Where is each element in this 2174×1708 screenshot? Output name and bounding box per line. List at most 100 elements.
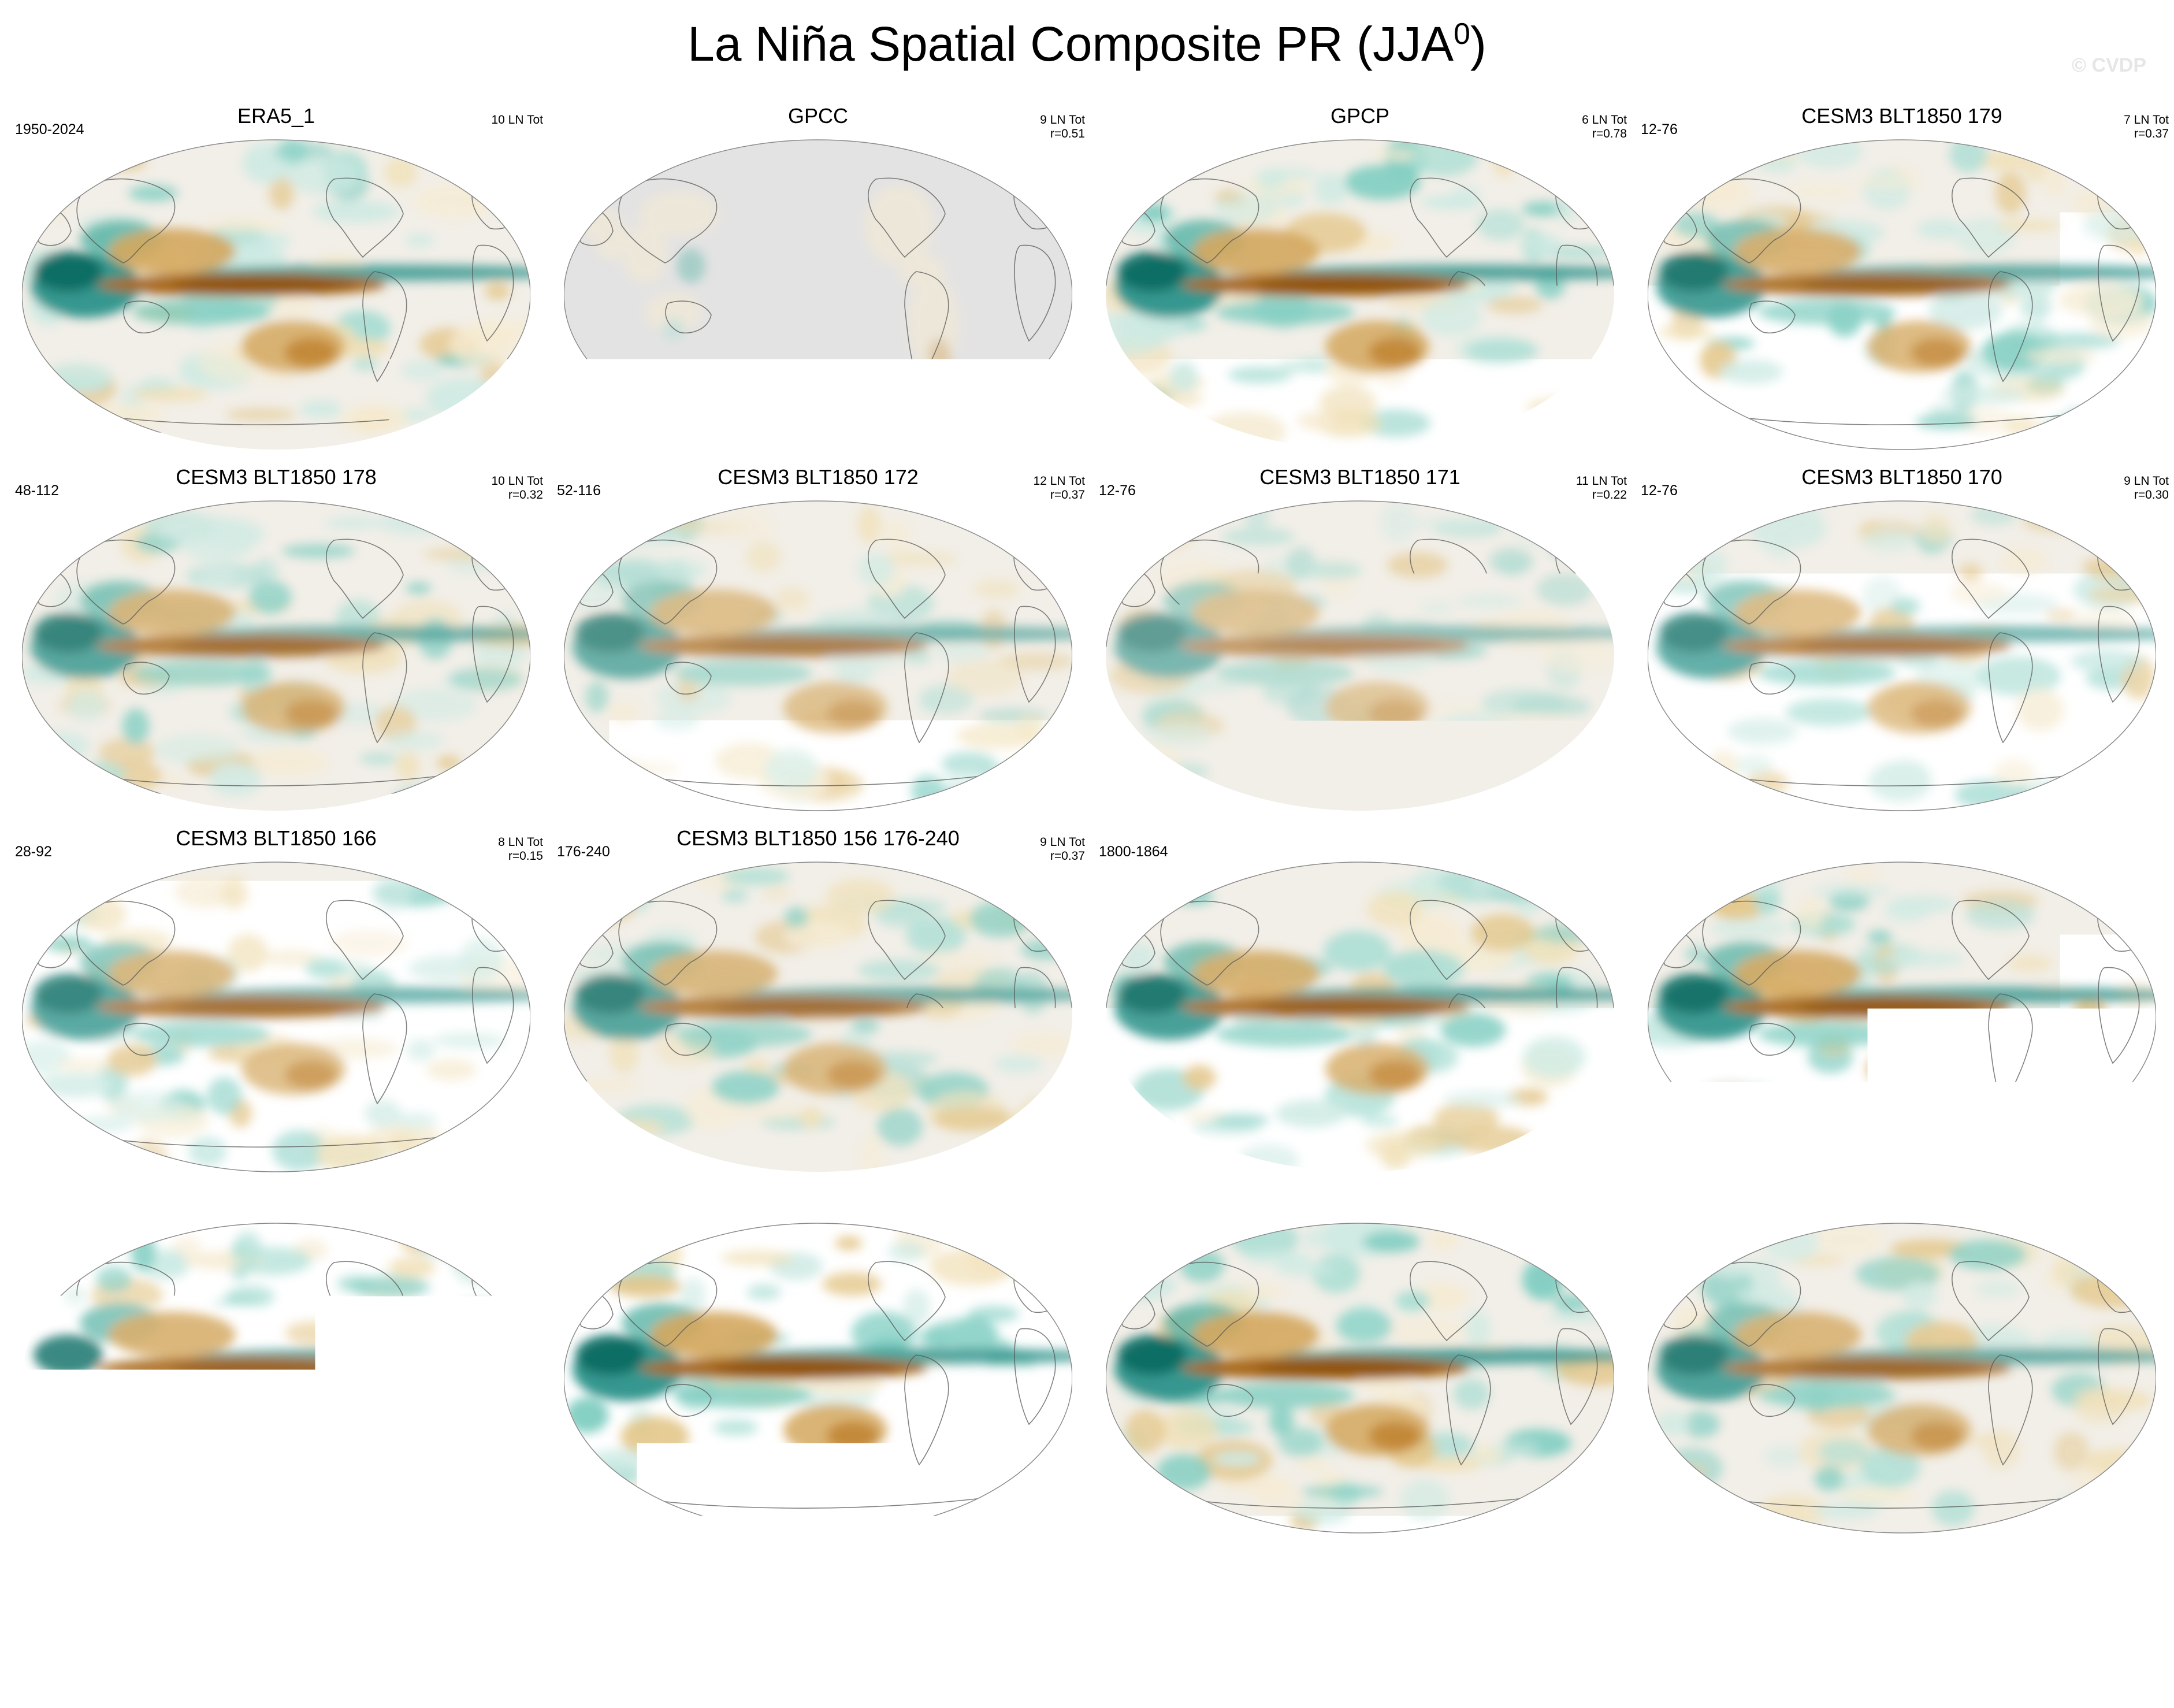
- panel-title: GPCC: [547, 104, 1090, 128]
- panel-period: 12-76: [1099, 482, 1136, 499]
- panel-stats: 9 LN Tot r=0.37: [1040, 836, 1085, 863]
- panel-period: 1500-1564: [557, 1205, 626, 1221]
- panel-stats: 11 LN Tot r=0.50: [2118, 1197, 2169, 1224]
- panel-title: CESM2 piControl D: [5, 1187, 548, 1212]
- map-panel: CESM2 piControl B 1300-1364 11 LN Tot r=0.5…: [1088, 1187, 1632, 1546]
- panel-event-count: 11 LN Tot: [2118, 1197, 2169, 1211]
- panel-title: CESM2 piControl A: [1630, 1187, 2173, 1212]
- panel-title: CESM3 BLT1850 178: [5, 465, 548, 489]
- panel-title: CESM3 BLT1850 156 176-240: [547, 826, 1090, 851]
- panel-stats: 9 LN Tot r=0.51: [498, 1197, 543, 1224]
- panel-event-count: 8 LN Tot: [2124, 836, 2169, 849]
- map-panel: CESM3 BLT1850 156 176-240 176-240 9 LN Tot…: [547, 826, 1090, 1185]
- panel-title: CESM2 piControl B: [1088, 1187, 1632, 1212]
- robinson-map: [1648, 139, 2156, 451]
- colorbar-swatch: [1647, 1576, 1716, 1609]
- panel-event-count: 12 LN Tot: [1033, 474, 1085, 488]
- panel-period: 12-76: [1641, 121, 1678, 138]
- map-background: [564, 140, 1072, 450]
- colorbar-tick-label: -2: [645, 1610, 691, 1648]
- panel-event-count: 6 LN Tot: [1582, 113, 1627, 127]
- panel-event-count: 11 LN Tot: [1034, 1197, 1085, 1211]
- panel-event-count: 11 LN Tot: [1576, 474, 1627, 488]
- panel-title: CESM3 BLT1850 170: [1630, 465, 2173, 489]
- panel-period: 48-112: [15, 482, 59, 499]
- colorbar: [388, 1576, 1786, 1611]
- panel-stats: 13 LN Tot r=0.56: [1575, 836, 1627, 863]
- panel-stats: 6 LN Tot r=0.78: [1582, 113, 1627, 141]
- colorbar-swatch: [1157, 1576, 1227, 1609]
- colorbar-tick-label: -5: [435, 1610, 481, 1648]
- colorbar-swatch: [528, 1576, 598, 1609]
- panel-period: 1950-2024: [15, 121, 84, 138]
- map-panel: CESM2 piControl E 1700-1764 8 LN Tot r=0.56: [1630, 826, 2173, 1185]
- robinson-map: [1648, 861, 2156, 1173]
- colorbar-swatch: [1017, 1576, 1087, 1609]
- colorbar-tick-label: -.25: [924, 1610, 971, 1648]
- panel-stats: 11 LN Tot r=0.55: [1034, 1197, 1085, 1224]
- panel-event-count: 9 LN Tot: [498, 1197, 543, 1211]
- colorbar-tick-label: 2: [1484, 1610, 1530, 1648]
- panel-title: CESM3 BLT1850 166: [5, 826, 548, 851]
- robinson-map: [22, 500, 530, 812]
- robinson-map: [564, 500, 1072, 812]
- map-panel: CESM3 BLT1850 179 12-76 7 LN Tot r=0.37: [1630, 104, 2173, 462]
- panel-stats: 7 LN Tot r=0.37: [2124, 113, 2169, 141]
- colorbar-tick-label: .5: [1274, 1610, 1320, 1648]
- colorbar-swatch: [1507, 1576, 1577, 1609]
- map-panel: CESM2 piControl A 1100-1164 11 LN Tot r=0.5…: [1630, 1187, 2173, 1546]
- panel-title: CESM3 BLT1850 172: [547, 465, 1090, 489]
- colorbar-swatch: [1087, 1576, 1157, 1609]
- map-panel: CESM2 piControl D 1600-1664 9 LN Tot r=0.51: [5, 1187, 548, 1546]
- colorbar-tick-label: -4: [505, 1610, 551, 1648]
- panel-stats: 11 LN Tot r=0.22: [1576, 474, 1627, 502]
- colorbar-tick-label: 1: [1414, 1610, 1460, 1648]
- colorbar-swatch: [947, 1576, 1017, 1609]
- colorbar-swatch: [1297, 1576, 1367, 1609]
- map-panel: CESM3 BLT1850 171 12-76 11 LN Tot r=0.22: [1088, 465, 1632, 823]
- colorbar-tick-label: -.1: [994, 1610, 1040, 1648]
- colorbar-swatch: [1577, 1576, 1647, 1609]
- watermark: © CVDP: [2072, 54, 2146, 77]
- colorbar-swatch: [388, 1576, 458, 1609]
- panel-event-count: 7 LN Tot: [2124, 113, 2169, 127]
- panel-stats: 9 LN Tot r=0.51: [1040, 113, 1085, 141]
- panel-stats: 10 LN Tot: [491, 113, 543, 127]
- colorbar-swatch: [808, 1576, 878, 1609]
- map-panel: CESM2 piControl F 1800-1864 13 LN Tot r=0.5…: [1088, 826, 1632, 1185]
- colorbar-tick-label: 4: [1623, 1610, 1670, 1648]
- colorbar-swatch: [598, 1576, 668, 1609]
- colorbar-tick-label: -.75: [785, 1610, 831, 1648]
- panel-title: CESM3 BLT1850 179: [1630, 104, 2173, 128]
- robinson-map: [564, 1222, 1072, 1534]
- panel-title: ERA5_1: [5, 104, 548, 128]
- robinson-map: [22, 861, 530, 1173]
- panel-stats: 11 LN Tot r=0.58: [1576, 1197, 1627, 1224]
- panel-period: 1800-1864: [1099, 844, 1168, 860]
- panel-title: CESM2 piControl E: [1630, 826, 2173, 851]
- panel-stats: 8 LN Tot r=0.56: [2124, 836, 2169, 863]
- panel-title: CESM3 BLT1850 171: [1088, 465, 1632, 489]
- colorbar-tick-label: -.5: [854, 1610, 901, 1648]
- panel-stats: 12 LN Tot r=0.37: [1033, 474, 1085, 502]
- panel-stats: 9 LN Tot r=0.30: [2124, 474, 2169, 502]
- colorbar-tick-label: .75: [1344, 1610, 1390, 1648]
- panel-event-count: 10 LN Tot: [491, 113, 543, 127]
- map-panel: CESM3 BLT1850 172 52-116 12 LN Tot r=0.37: [547, 465, 1090, 823]
- colorbar-tick-label: 3: [1554, 1610, 1600, 1648]
- robinson-map: [1106, 861, 1614, 1173]
- map-panel: CESM3 BLT1850 166 28-92 8 LN Tot r=0.15: [5, 826, 548, 1185]
- map-panel: CESM3 BLT1850 170 12-76 9 LN Tot r=0.30: [1630, 465, 2173, 823]
- robinson-map: [1106, 1222, 1614, 1534]
- panel-event-count: 9 LN Tot: [2124, 474, 2169, 488]
- colorbar-swatch: [878, 1576, 947, 1609]
- panel-event-count: 9 LN Tot: [1040, 113, 1085, 127]
- panel-event-count: 9 LN Tot: [1040, 836, 1085, 849]
- colorbar-swatch: [1227, 1576, 1297, 1609]
- colorbar-tick-label: 0: [1064, 1610, 1110, 1648]
- colorbar-tick-label: -1: [715, 1610, 761, 1648]
- map-panel: ERA5_1 1950-2024 10 LN Tot: [5, 104, 548, 462]
- colorbar-swatch: [668, 1576, 738, 1609]
- chart-title: La Niña Spatial Composite PR (JJA0): [0, 16, 2174, 72]
- robinson-map: [22, 1222, 530, 1534]
